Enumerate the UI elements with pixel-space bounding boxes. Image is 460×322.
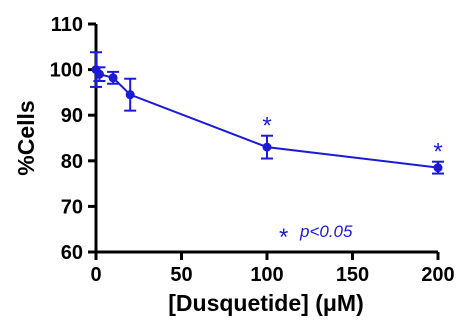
data-point-2 xyxy=(108,73,118,83)
significance-star-0: * xyxy=(262,113,271,140)
y-tick-label-80: 80 xyxy=(61,151,83,173)
y-axis-ticks: 60 70 80 90 100 110 xyxy=(50,14,96,264)
data-point-3 xyxy=(125,90,135,100)
x-tick-label-200: 200 xyxy=(421,264,454,286)
data-point-4 xyxy=(262,142,272,152)
y-tick-label-90: 90 xyxy=(61,105,83,127)
x-tick-label-100: 100 xyxy=(250,264,283,286)
x-tick-label-50: 50 xyxy=(170,264,192,286)
x-axis-title: [Dusquetide] (μM) xyxy=(168,290,364,316)
significance-note-symbol: * xyxy=(279,224,288,251)
y-tick-label-70: 70 xyxy=(61,196,83,218)
y-tick-label-110: 110 xyxy=(51,14,83,36)
significance-note: * p<0.05 xyxy=(279,222,353,251)
y-axis-title: %Cells xyxy=(13,100,39,175)
data-point-1 xyxy=(94,69,104,79)
significance-star-1: * xyxy=(433,139,442,166)
x-tick-label-0: 0 xyxy=(90,264,101,286)
data-points xyxy=(91,65,443,173)
significance-marks: ** xyxy=(262,113,442,166)
x-tick-label-150: 150 xyxy=(336,264,369,286)
y-tick-label-60: 60 xyxy=(61,242,83,264)
y-tick-label-100: 100 xyxy=(50,60,83,82)
data-point-5 xyxy=(433,163,443,173)
significance-note-text: p<0.05 xyxy=(299,222,353,241)
x-axis-ticks: 0 50 100 150 200 xyxy=(90,252,455,286)
